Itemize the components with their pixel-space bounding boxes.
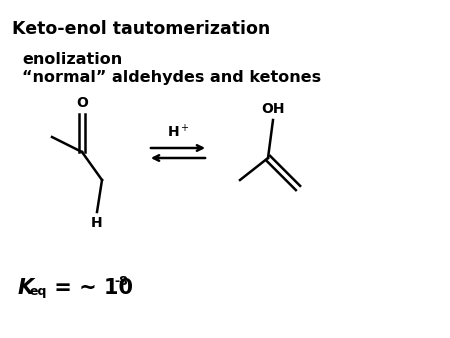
Text: H$^+$: H$^+$ xyxy=(166,123,189,140)
Text: “normal” aldehydes and ketones: “normal” aldehydes and ketones xyxy=(22,70,321,85)
Text: -8: -8 xyxy=(114,275,128,288)
Text: = ~ 10: = ~ 10 xyxy=(47,278,133,298)
Text: enolization: enolization xyxy=(22,52,122,67)
Text: K: K xyxy=(18,278,34,298)
Text: Keto-enol tautomerization: Keto-enol tautomerization xyxy=(12,20,270,38)
Text: O: O xyxy=(76,96,88,110)
Text: H: H xyxy=(91,216,103,230)
Text: eq: eq xyxy=(30,285,47,298)
Text: OH: OH xyxy=(261,102,285,116)
